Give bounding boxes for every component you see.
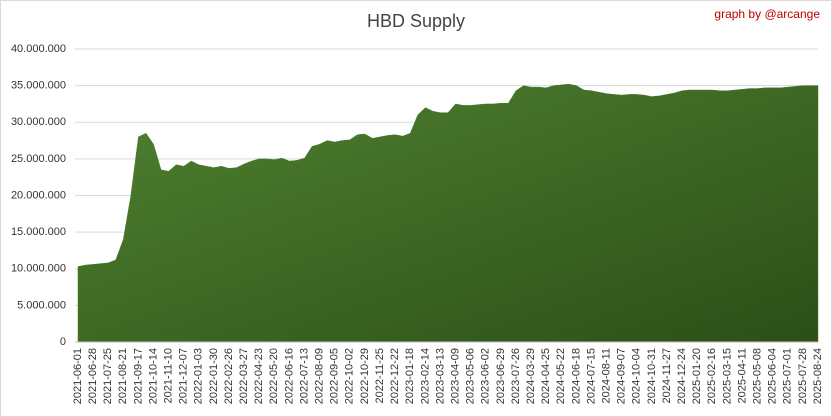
annotation: graph by @arcange	[714, 7, 820, 21]
x-tick-label: 2025-05-08	[751, 348, 763, 404]
y-tick-label: 25.000.000	[11, 153, 66, 165]
x-tick-label: 2022-08-09	[314, 348, 326, 404]
x-tick-label: 2023-03-13	[434, 348, 446, 404]
y-tick-label: 0	[60, 336, 66, 348]
y-tick-label: 15.000.000	[11, 226, 66, 238]
y-tick-label: 10.000.000	[11, 263, 66, 275]
x-tick-label: 2024-10-04	[631, 348, 643, 404]
x-tick-label: 2022-10-29	[359, 348, 371, 404]
x-tick-label: 2024-03-29	[525, 348, 537, 404]
x-tick-label: 2024-10-31	[646, 348, 658, 404]
x-tick-label: 2021-07-25	[102, 348, 114, 404]
x-tick-label: 2024-07-15	[585, 348, 597, 404]
x-tick-label: 2025-07-28	[797, 348, 809, 404]
x-tick-label: 2022-06-16	[283, 348, 295, 404]
x-tick-label: 2022-03-27	[238, 348, 250, 404]
x-tick-label: 2024-12-24	[676, 348, 688, 404]
y-tick-label: 5.000.000	[17, 299, 66, 311]
x-tick-label: 2021-08-21	[117, 348, 129, 404]
chart-title: HBD Supply	[367, 11, 465, 31]
x-tick-label: 2023-06-02	[480, 348, 492, 404]
x-tick-label: 2024-11-27	[661, 348, 673, 403]
x-tick-label: 2025-03-15	[721, 348, 733, 404]
x-tick-label: 2023-02-14	[419, 348, 431, 404]
x-tick-label: 2024-05-22	[555, 348, 567, 404]
x-tick-label: 2021-11-10	[163, 348, 175, 403]
x-tick-label: 2024-04-25	[540, 348, 552, 404]
x-tick-label: 2022-01-30	[208, 348, 220, 404]
x-tick-label: 2023-05-06	[465, 348, 477, 404]
x-tick-label: 2024-08-11	[600, 348, 612, 403]
x-tick-label: 2022-09-05	[329, 348, 341, 404]
x-tick-label: 2022-11-25	[374, 348, 386, 403]
x-tick-label: 2021-10-14	[147, 348, 159, 404]
x-tick-label: 2023-04-09	[449, 348, 461, 404]
y-tick-label: 30.000.000	[11, 116, 66, 128]
x-tick-label: 2024-09-07	[616, 348, 628, 404]
x-tick-label: 2021-06-01	[72, 348, 84, 404]
x-tick-label: 2022-07-13	[298, 348, 310, 404]
x-tick-label: 2025-07-01	[782, 348, 794, 404]
x-tick-label: 2023-07-26	[510, 348, 522, 404]
x-tick-label: 2023-06-29	[495, 348, 507, 404]
x-tick-label: 2025-04-11	[736, 348, 748, 403]
x-tick-label: 2022-12-22	[389, 348, 401, 404]
x-tick-label: 2022-02-26	[223, 348, 235, 404]
x-tick-label: 2025-06-04	[767, 348, 779, 404]
x-tick-label: 2022-05-20	[268, 348, 280, 404]
x-tick-label: 2021-06-28	[87, 348, 99, 404]
y-tick-label: 40.000.000	[11, 43, 66, 55]
x-tick-label: 2023-01-18	[404, 348, 416, 404]
y-tick-label: 35.000.000	[11, 80, 66, 92]
x-tick-label: 2021-12-07	[178, 348, 190, 404]
x-tick-label: 2024-06-18	[570, 348, 582, 404]
x-tick-label: 2025-01-20	[691, 348, 703, 404]
y-tick-label: 20.000.000	[11, 189, 66, 201]
x-tick-label: 2025-02-16	[706, 348, 718, 404]
x-tick-label: 2022-10-02	[344, 348, 356, 404]
x-tick-label: 2021-09-17	[132, 348, 144, 404]
x-tick-label: 2022-01-03	[193, 348, 205, 404]
area	[77, 83, 819, 343]
x-tick-label: 2022-04-23	[253, 348, 265, 404]
x-tick-label: 2025-08-24	[812, 348, 824, 404]
